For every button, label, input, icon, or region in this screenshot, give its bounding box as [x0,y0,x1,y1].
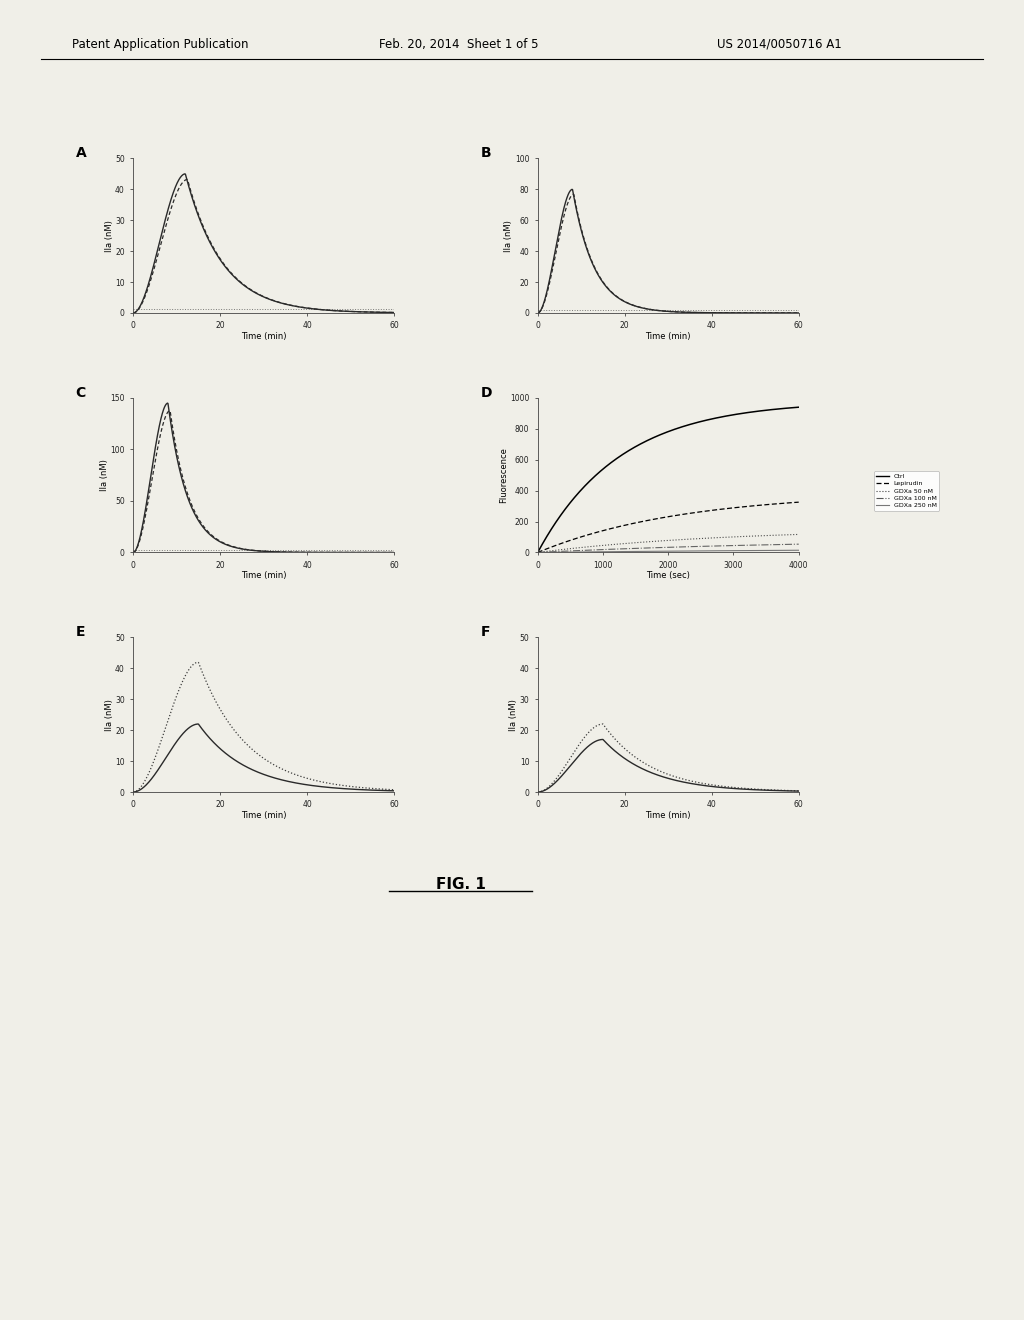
Y-axis label: IIa (nM): IIa (nM) [104,698,114,731]
X-axis label: Time (min): Time (min) [645,810,691,820]
X-axis label: Time (min): Time (min) [241,331,287,341]
Y-axis label: IIa (nM): IIa (nM) [104,219,114,252]
Legend: Ctrl, Lepirudin, GDXa 50 nM, GDXa 100 nM, GDXa 250 nM: Ctrl, Lepirudin, GDXa 50 nM, GDXa 100 nM… [873,471,939,511]
X-axis label: Time (min): Time (min) [241,572,287,581]
Y-axis label: IIa (nM): IIa (nM) [509,698,518,731]
Text: C: C [76,385,86,400]
Text: US 2014/0050716 A1: US 2014/0050716 A1 [717,37,842,50]
Text: F: F [480,626,489,639]
X-axis label: Time (min): Time (min) [241,810,287,820]
Text: D: D [480,385,492,400]
Y-axis label: IIa (nM): IIa (nM) [100,459,109,491]
Y-axis label: Fluorescence: Fluorescence [500,447,509,503]
X-axis label: Time (sec): Time (sec) [646,572,690,581]
Text: E: E [76,626,85,639]
Text: Patent Application Publication: Patent Application Publication [72,37,248,50]
Text: B: B [480,147,490,160]
Y-axis label: IIa (nM): IIa (nM) [505,219,513,252]
Text: Feb. 20, 2014  Sheet 1 of 5: Feb. 20, 2014 Sheet 1 of 5 [379,37,539,50]
Text: FIG. 1: FIG. 1 [436,876,485,892]
X-axis label: Time (min): Time (min) [645,331,691,341]
Text: A: A [76,147,86,160]
